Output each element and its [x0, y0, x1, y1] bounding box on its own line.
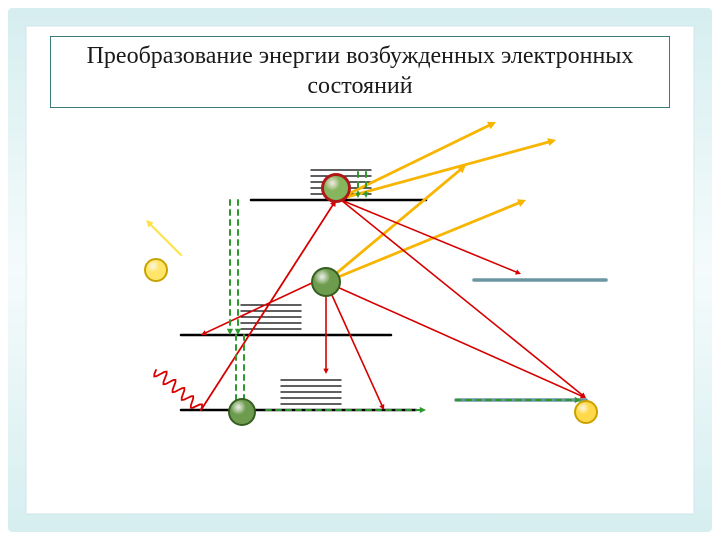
- title-line-1: Преобразование энергии возбужденных элек…: [59, 41, 661, 71]
- energy-diagram: [26, 110, 694, 514]
- slide: Преобразование энергии возбужденных элек…: [0, 0, 720, 540]
- title-box: Преобразование энергии возбужденных элек…: [50, 36, 670, 108]
- title-line-2: состояний: [59, 71, 661, 101]
- diagram-container: [26, 110, 694, 514]
